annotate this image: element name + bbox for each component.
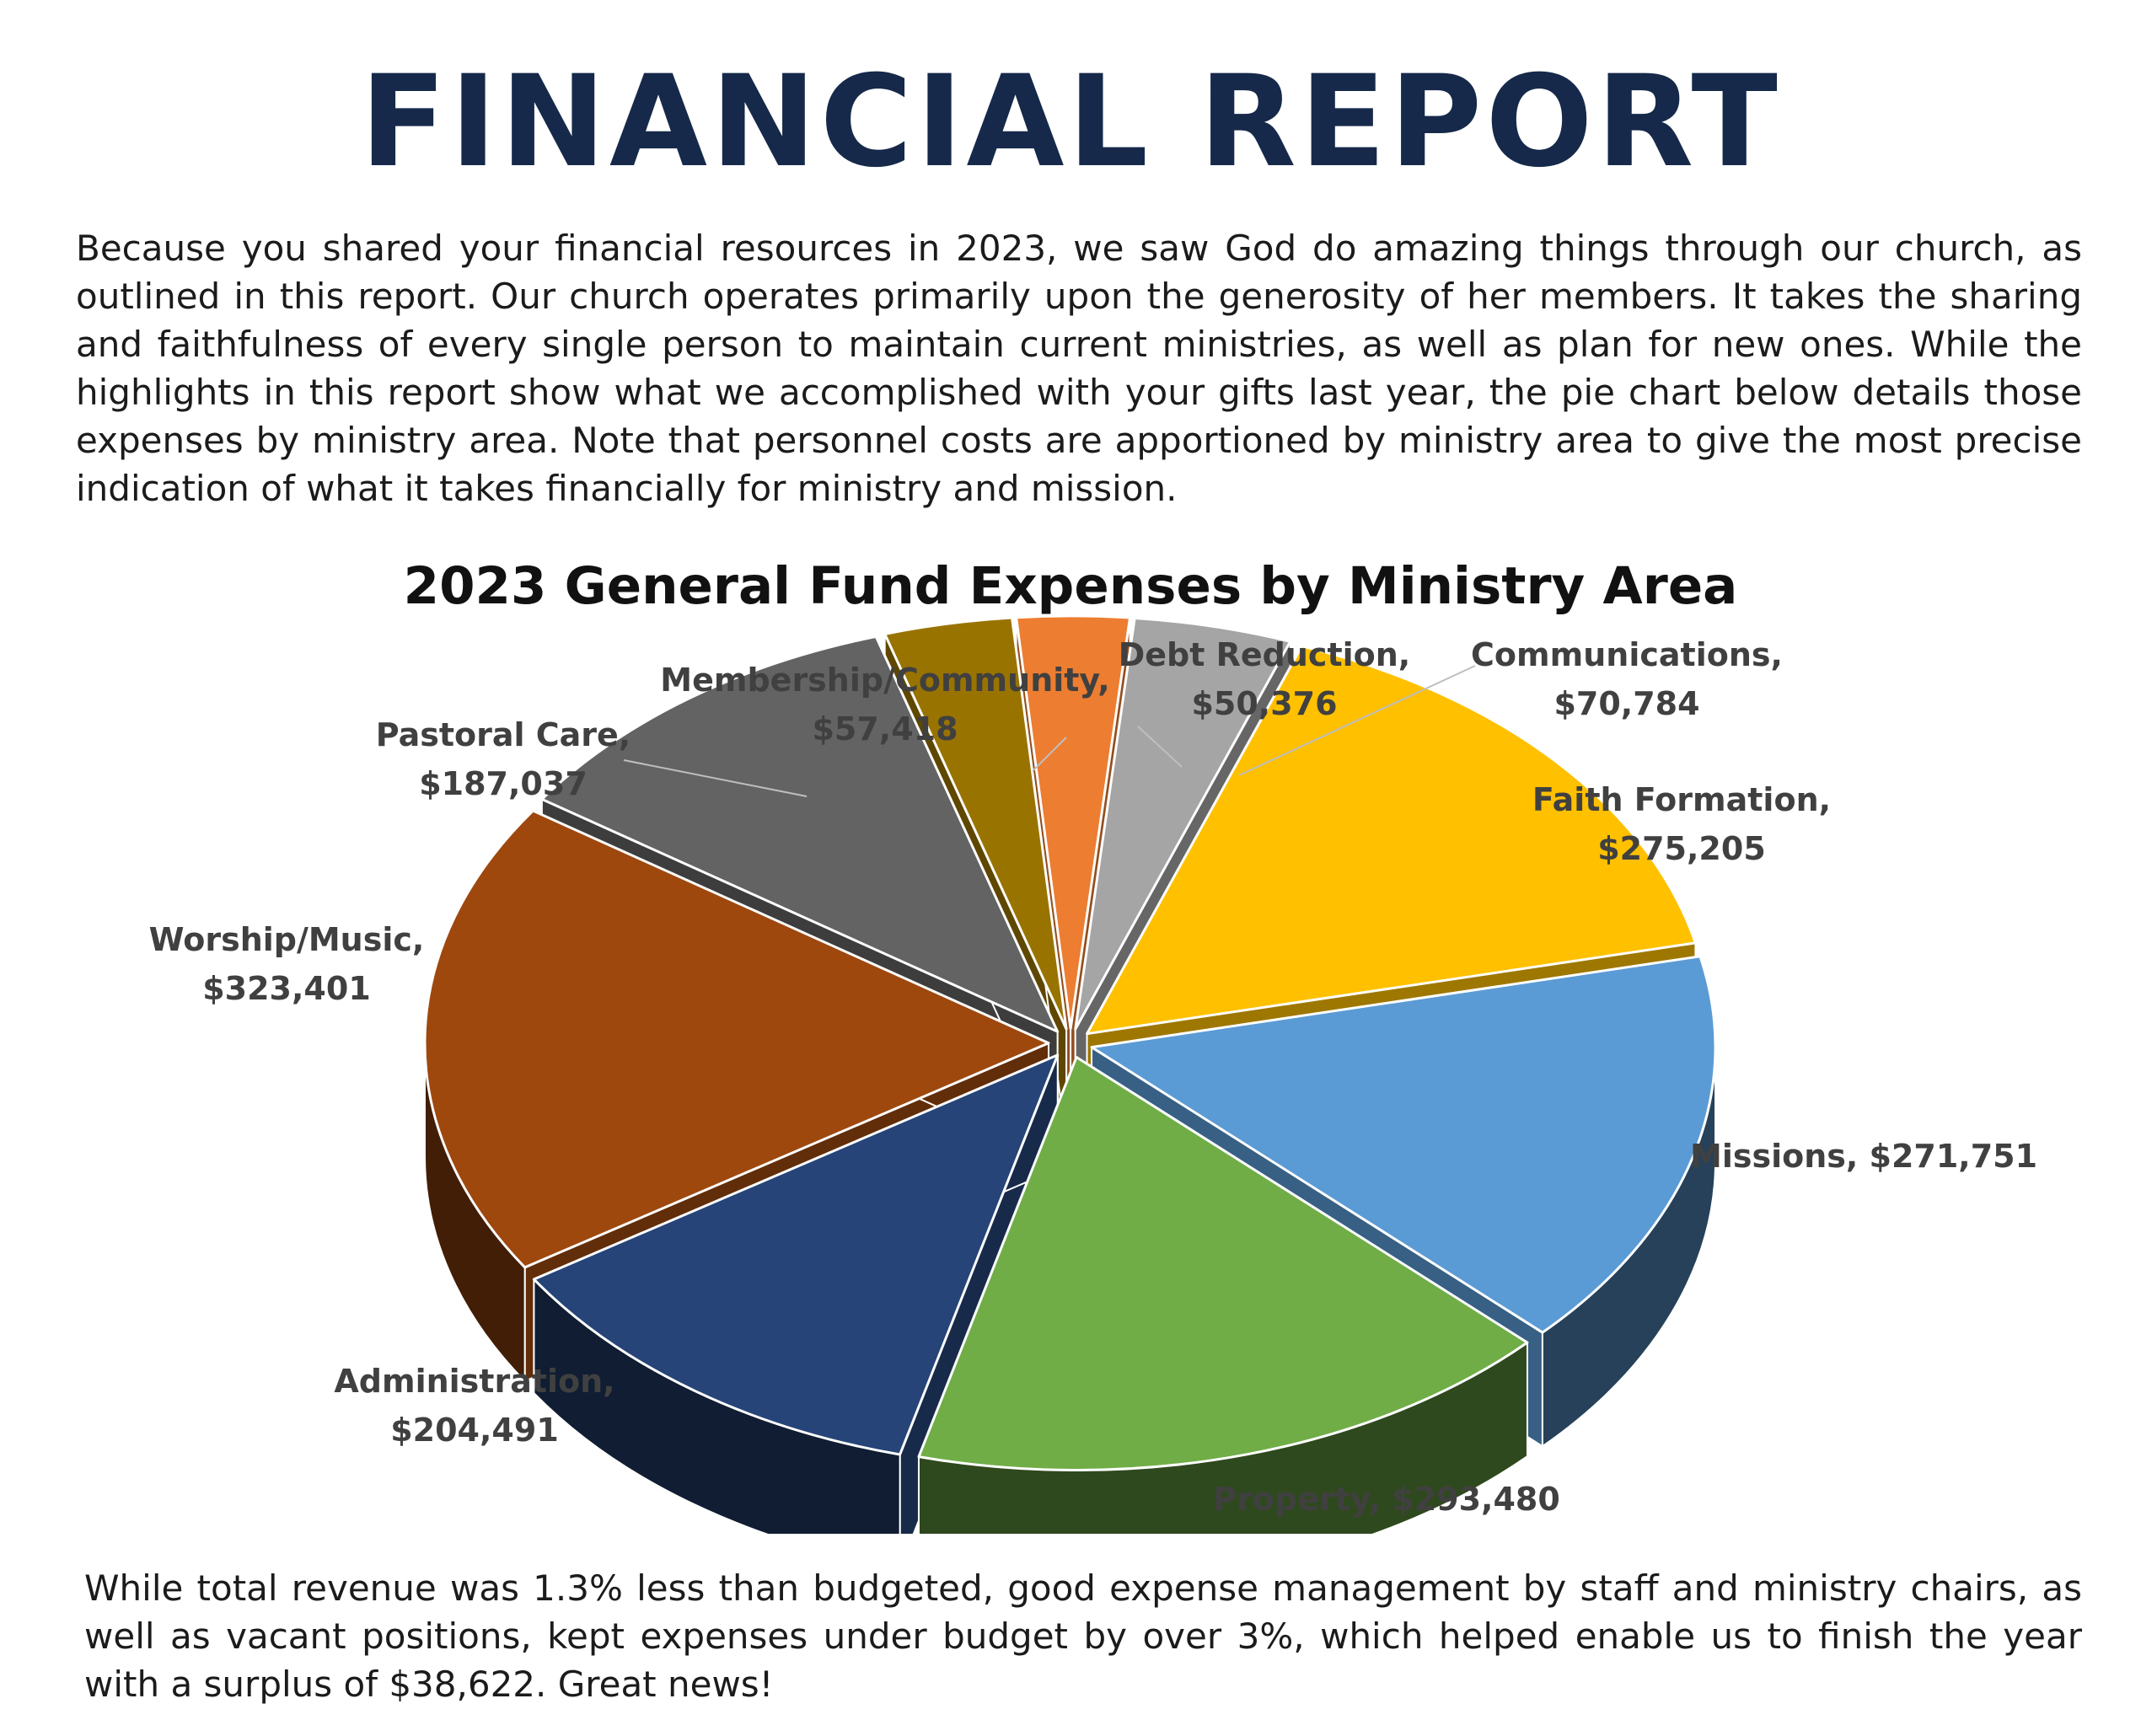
chart-title: 2023 General Fund Expenses by Ministry A… bbox=[403, 556, 1738, 616]
slice-label-administration: Administration, bbox=[334, 1363, 614, 1400]
pie-slice-administration bbox=[532, 1053, 1060, 1534]
leader-line-membership-community bbox=[1032, 737, 1067, 772]
slice-value-membership-community: $57,418 bbox=[812, 710, 958, 747]
slice-value-communications: $70,784 bbox=[1553, 685, 1699, 722]
pie-slice-property bbox=[917, 1056, 1529, 1534]
slice-value-worship-music: $323,401 bbox=[202, 970, 371, 1007]
slice-label-property: Property, $293,480 bbox=[1213, 1481, 1560, 1518]
slice-value-pastoral-care: $187,037 bbox=[419, 765, 588, 802]
leader-line-debt-reduction bbox=[1137, 726, 1183, 768]
leader-line-communications bbox=[1238, 665, 1476, 776]
slice-label-debt-reduction: Debt Reduction, bbox=[1119, 636, 1411, 673]
slice-label-membership-community: Membership/Community, bbox=[660, 662, 1109, 699]
pie-chart: 2023 General Fund Expenses by Ministry A… bbox=[0, 539, 2141, 1534]
slice-value-faith-formation: $275,205 bbox=[1597, 830, 1766, 867]
slice-value-administration: $204,491 bbox=[390, 1412, 559, 1449]
slice-value-debt-reduction: $50,376 bbox=[1191, 685, 1337, 722]
slice-label-worship-music: Worship/Music, bbox=[149, 921, 425, 958]
slice-label-missions: Missions, $271,751 bbox=[1690, 1138, 2037, 1175]
pie-chart-svg: Debt Reduction, $50,376 Communications, $70… bbox=[149, 614, 2037, 1534]
slice-label-communications: Communications, bbox=[1471, 636, 1783, 673]
summary-paragraph: While total revenue was 1.3% less than b… bbox=[84, 1567, 2082, 1705]
slice-label-pastoral-care: Pastoral Care, bbox=[376, 716, 630, 753]
intro-paragraph: Because you shared your financial resour… bbox=[76, 228, 2082, 509]
slice-label-faith-formation: Faith Formation, bbox=[1532, 781, 1831, 818]
leader-line-pastoral-care bbox=[623, 759, 808, 797]
page-title: FINANCIAL REPORT bbox=[360, 49, 1781, 196]
